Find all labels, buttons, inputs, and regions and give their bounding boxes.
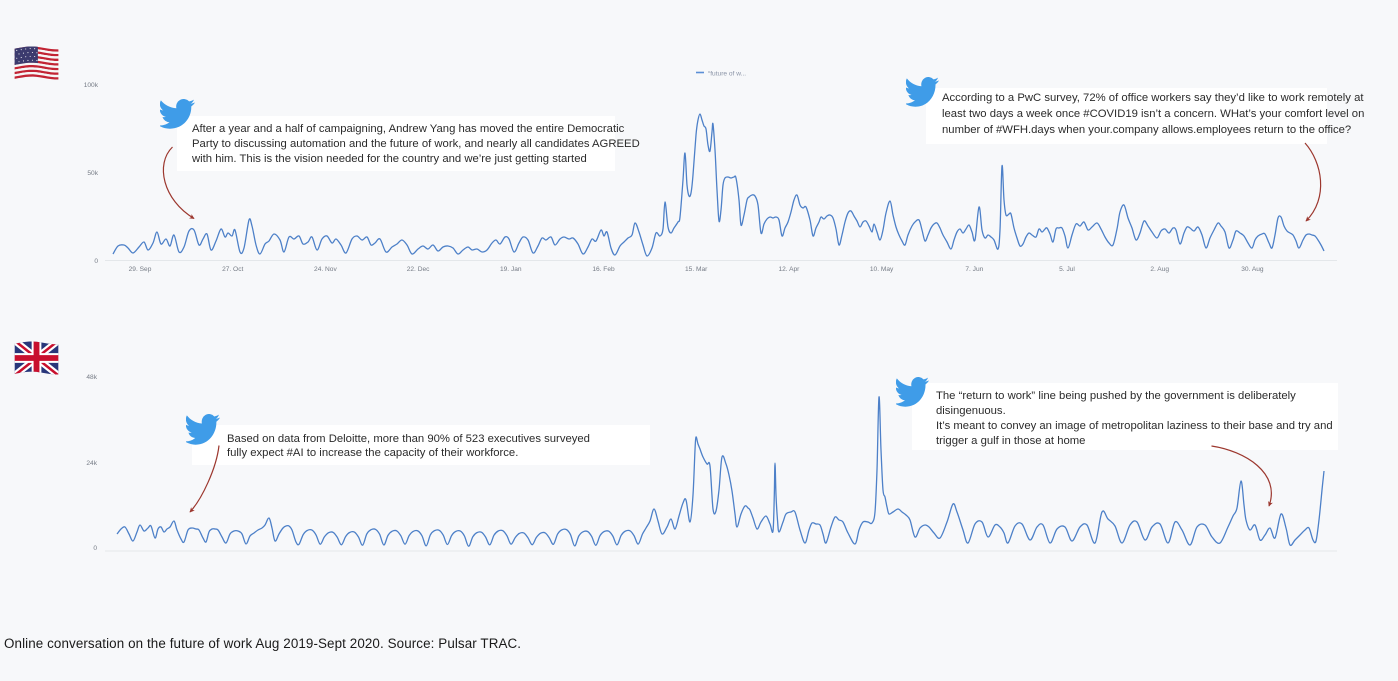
svg-text:2. Aug: 2. Aug	[1150, 266, 1169, 273]
svg-text:0: 0	[93, 545, 97, 552]
svg-text:16. Feb: 16. Feb	[592, 266, 615, 273]
svg-text:29. Sep: 29. Sep	[129, 266, 152, 273]
svg-text:19. Jan: 19. Jan	[500, 266, 522, 273]
svg-text:7. Jun: 7. Jun	[965, 266, 983, 273]
svg-text:30. Aug: 30. Aug	[1241, 266, 1264, 273]
svg-text:24k: 24k	[86, 460, 97, 467]
svg-text:5. Jul: 5. Jul	[1059, 266, 1075, 273]
svg-text:15. Mar: 15. Mar	[685, 266, 708, 273]
svg-text:12. Apr: 12. Apr	[778, 266, 800, 273]
svg-text:0: 0	[94, 258, 98, 265]
svg-text:10. May: 10. May	[870, 266, 894, 273]
svg-text:24. Nov: 24. Nov	[314, 266, 337, 273]
svg-text:“future of w...: “future of w...	[708, 71, 746, 78]
svg-text:48k: 48k	[86, 374, 97, 381]
svg-text:50k: 50k	[87, 170, 98, 177]
svg-text:100k: 100k	[84, 82, 99, 89]
svg-text:27. Oct: 27. Oct	[222, 266, 243, 273]
svg-text:22. Dec: 22. Dec	[407, 266, 430, 273]
